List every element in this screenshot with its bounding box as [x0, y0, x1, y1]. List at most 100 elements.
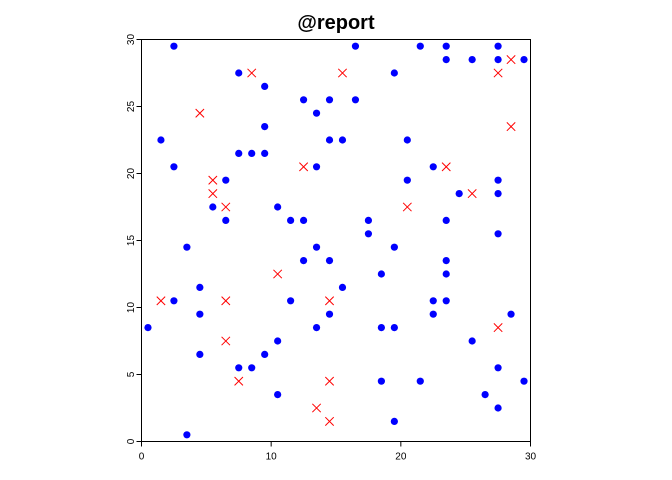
- data-point-dot: [170, 42, 178, 50]
- plot-frame: [141, 39, 531, 442]
- data-point-cross: [247, 68, 257, 78]
- data-point-dot: [287, 297, 295, 305]
- data-point-dot: [325, 96, 334, 104]
- data-point-cross: [467, 189, 477, 199]
- data-point-dot: [338, 136, 347, 144]
- data-point-cross: [324, 296, 335, 306]
- data-point-cross: [208, 175, 218, 185]
- data-point-cross: [493, 323, 503, 333]
- data-point-cross: [221, 336, 231, 346]
- data-point-dot: [196, 283, 204, 291]
- data-point-dot: [364, 216, 373, 224]
- data-point-dot: [403, 176, 411, 184]
- data-point-cross: [208, 189, 218, 199]
- data-point-dot: [494, 230, 502, 238]
- data-point-dot: [248, 364, 256, 372]
- y-tick-label: 20: [126, 168, 137, 180]
- data-point-cross: [493, 68, 503, 78]
- data-point-dot: [248, 149, 256, 157]
- data-point-dot: [299, 257, 308, 265]
- data-point-dot: [261, 350, 269, 358]
- y-tick-label: 10: [126, 302, 137, 314]
- data-point-cross: [311, 403, 322, 413]
- x-tick-label: 20: [395, 452, 407, 463]
- data-point-cross: [234, 376, 244, 386]
- data-point-cross: [324, 416, 335, 426]
- data-point-cross: [273, 269, 283, 279]
- y-tick-label: 25: [126, 101, 137, 113]
- x-tick-label: 0: [139, 452, 145, 463]
- data-point-dot: [442, 56, 450, 64]
- data-point-cross: [195, 108, 205, 118]
- data-point-cross: [506, 55, 516, 65]
- data-point-dot: [351, 42, 360, 50]
- data-point-dot: [429, 310, 437, 318]
- data-point-cross: [402, 202, 412, 212]
- data-point-dot: [274, 391, 282, 399]
- data-point-dot: [144, 324, 152, 332]
- data-points: [144, 42, 528, 439]
- data-point-dot: [274, 337, 282, 345]
- y-tick-label: 15: [126, 235, 137, 247]
- data-point-dot: [196, 310, 204, 318]
- data-point-dot: [325, 257, 334, 265]
- data-point-dot: [351, 96, 360, 104]
- data-point-dot: [390, 69, 398, 77]
- data-point-dot: [455, 190, 463, 198]
- data-point-dot: [364, 230, 373, 238]
- x-tick-label: 30: [525, 452, 537, 463]
- data-point-dot: [416, 42, 424, 50]
- data-point-dot: [429, 297, 437, 305]
- data-point-dot: [390, 243, 398, 251]
- data-point-dot: [312, 109, 321, 117]
- data-point-dot: [494, 190, 502, 198]
- data-point-cross: [337, 68, 348, 78]
- data-point-dot: [377, 270, 385, 278]
- data-point-dot: [442, 297, 450, 305]
- y-tick-label: 0: [126, 438, 137, 444]
- y-axis: 0 5 10 15 20 25 30: [126, 34, 142, 444]
- data-point-dot: [390, 417, 398, 425]
- data-point-dot: [494, 42, 502, 50]
- data-point-dot: [377, 377, 385, 385]
- data-point-dot: [274, 203, 282, 211]
- data-point-dot: [494, 364, 502, 372]
- data-point-dot: [183, 243, 191, 251]
- data-point-dot: [196, 350, 204, 358]
- data-point-dot: [312, 163, 321, 171]
- data-point-cross: [299, 162, 309, 172]
- data-point-cross: [156, 296, 166, 306]
- data-point-dot: [481, 391, 489, 399]
- data-point-dot: [442, 257, 450, 265]
- data-point-dot: [494, 56, 502, 64]
- data-point-dot: [325, 310, 334, 318]
- data-point-dot: [235, 69, 243, 77]
- data-point-dot: [261, 149, 269, 157]
- data-point-dot: [429, 163, 437, 171]
- data-point-cross: [324, 376, 335, 386]
- data-point-dot: [520, 56, 528, 64]
- chart-title: @report: [297, 12, 375, 34]
- data-point-dot: [209, 203, 217, 211]
- data-point-dot: [261, 82, 269, 90]
- data-point-dot: [520, 377, 528, 385]
- data-point-dot: [507, 310, 515, 318]
- data-point-dot: [442, 270, 450, 278]
- data-point-dot: [494, 176, 502, 184]
- data-point-dot: [222, 176, 230, 184]
- data-point-dot: [442, 216, 450, 224]
- data-point-dot: [299, 96, 308, 104]
- y-tick-label: 30: [126, 34, 137, 46]
- data-point-cross: [441, 162, 451, 172]
- y-tick-label: 5: [126, 371, 137, 377]
- data-point-dot: [261, 123, 269, 131]
- data-point-dot: [170, 163, 178, 171]
- data-point-cross: [221, 296, 231, 306]
- data-point-dot: [170, 297, 178, 305]
- data-point-dot: [377, 324, 385, 332]
- data-point-dot: [222, 216, 230, 224]
- data-point-dot: [287, 216, 295, 224]
- x-axis: 0 10 20 30: [139, 441, 537, 463]
- data-point-dot: [235, 149, 243, 157]
